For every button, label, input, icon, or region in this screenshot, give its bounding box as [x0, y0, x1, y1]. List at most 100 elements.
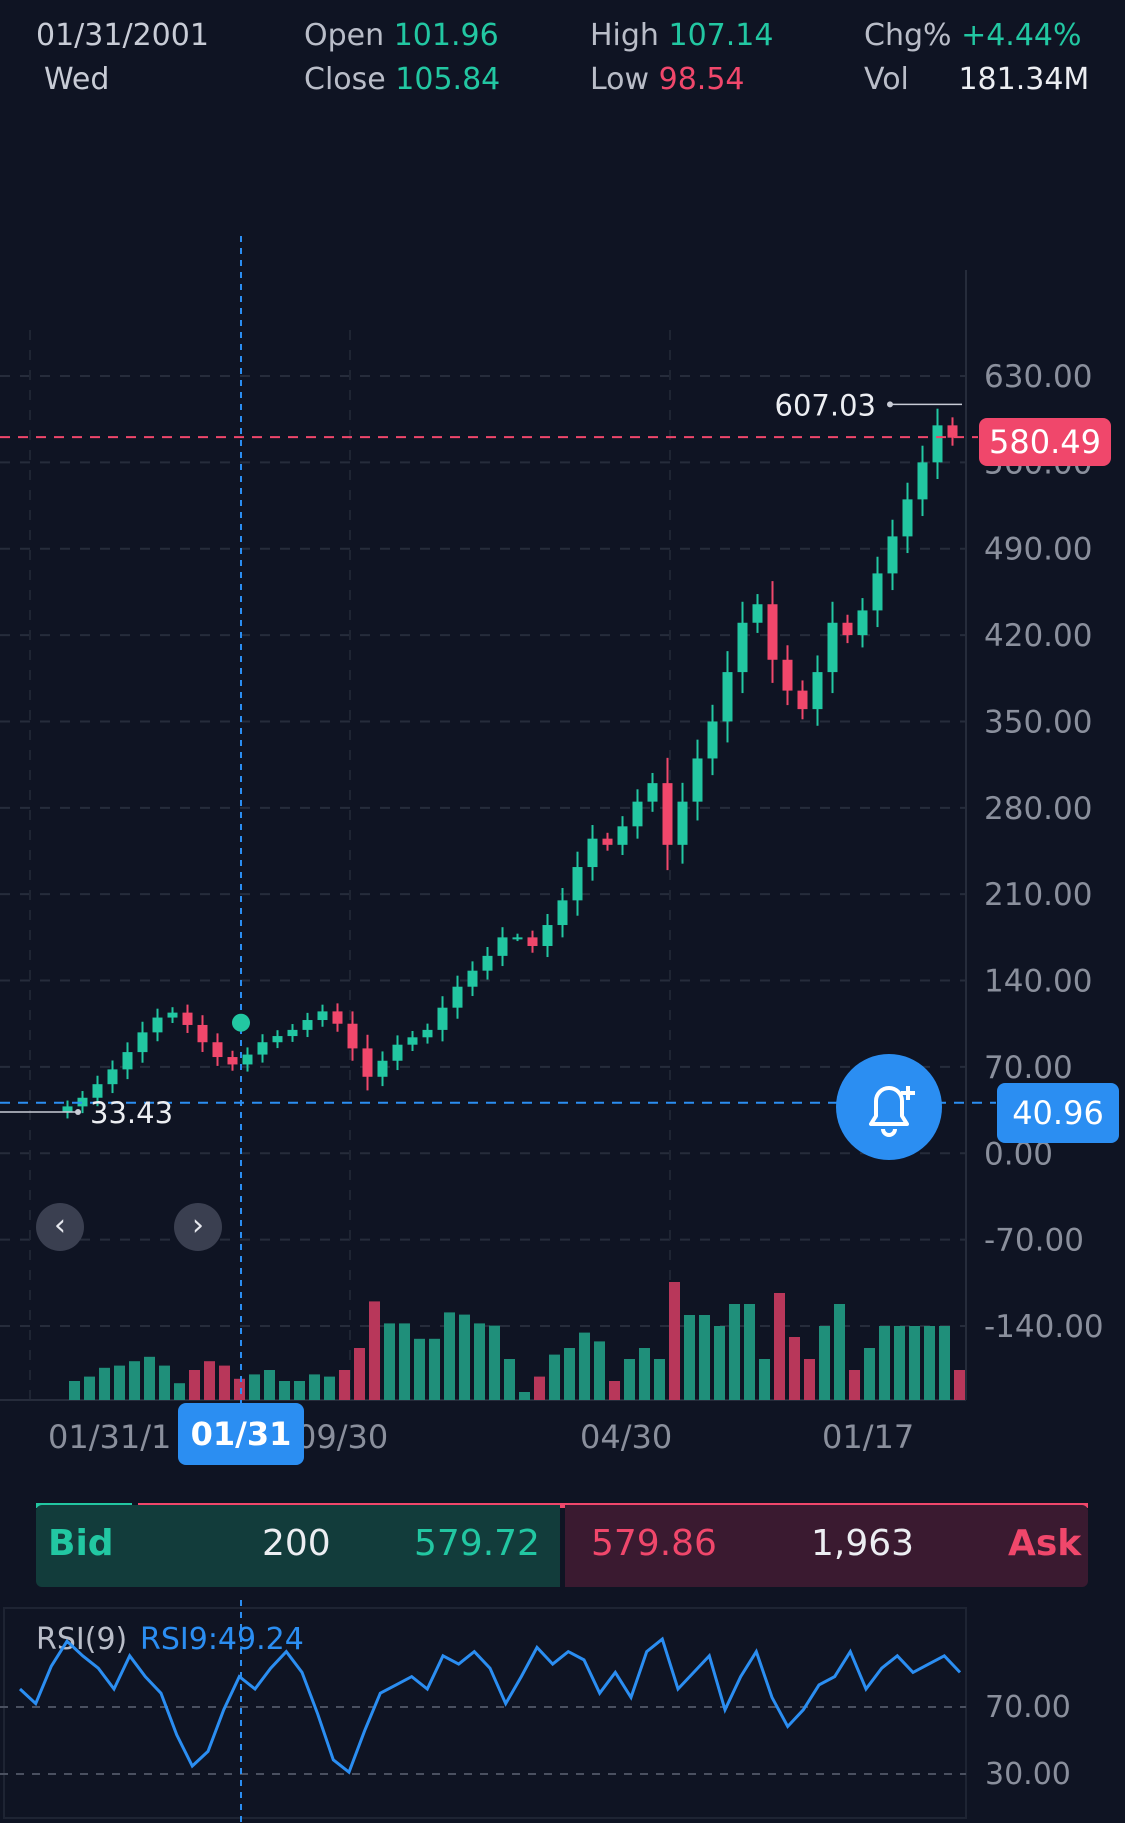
low-stat: Low 98.54: [590, 62, 745, 97]
candle-body: [602, 838, 613, 845]
volume-bar: [324, 1376, 335, 1400]
ask-size: 1,963: [811, 1523, 915, 1564]
volume-bar: [489, 1325, 500, 1400]
close-value: 105.84: [395, 62, 501, 97]
min-price-label: 33.43: [90, 1096, 173, 1130]
scroll-left-button[interactable]: ‹: [36, 1203, 84, 1251]
candle-body: [122, 1052, 133, 1070]
y-tick-label: -140.00: [984, 1309, 1104, 1345]
candle-body: [302, 1020, 313, 1030]
candle-body: [482, 955, 493, 971]
volume-bar: [669, 1282, 680, 1400]
close-stat: Close 105.84: [304, 62, 500, 97]
candle-body: [947, 425, 958, 438]
candle-body: [932, 425, 943, 463]
volume-bar: [834, 1304, 845, 1400]
crosshair-point: [232, 1013, 250, 1032]
rsi-tick-30: 30.00: [985, 1757, 1071, 1792]
chevron-right-icon: ›: [192, 1208, 204, 1243]
volume-bar: [354, 1348, 365, 1400]
volume-bar: [954, 1370, 965, 1400]
volume-bar: [399, 1323, 410, 1400]
volume-bar: [894, 1326, 905, 1400]
high-stat: High 107.14: [590, 18, 773, 53]
candle-body: [137, 1032, 148, 1053]
high-label: High: [590, 18, 659, 53]
rsi-value-label: RSI9:49.24: [140, 1622, 304, 1657]
volume-bar: [879, 1326, 890, 1400]
volume-bar: [414, 1338, 425, 1400]
volume-bar: [204, 1361, 215, 1400]
bid-panel[interactable]: Bid 200 579.72: [36, 1505, 560, 1587]
bid-price: 579.72: [414, 1523, 540, 1564]
candle-body: [197, 1024, 208, 1043]
min-marker-dot: [75, 1109, 81, 1116]
candle-body: [677, 801, 688, 845]
volume-bar: [579, 1332, 590, 1400]
current-price-tag: 580.49: [979, 418, 1111, 466]
bid-label: Bid: [48, 1523, 114, 1564]
candle-body: [467, 970, 478, 987]
volume-bar: [84, 1376, 95, 1400]
volume-bar: [789, 1337, 800, 1400]
candle-body: [227, 1057, 238, 1065]
low-value: 98.54: [658, 62, 745, 97]
scroll-right-button[interactable]: ›: [174, 1203, 222, 1251]
candlesticks: [62, 408, 958, 1119]
volume-bar: [279, 1381, 290, 1400]
volume-bar: [294, 1381, 305, 1400]
candle-body: [287, 1029, 298, 1037]
candle-body: [902, 499, 913, 537]
x-tick-label: 09/30: [296, 1418, 389, 1456]
y-tick-label: 70.00: [984, 1050, 1073, 1086]
x-tick-label: 01/17: [822, 1418, 915, 1456]
change-value: +4.44%: [961, 18, 1082, 53]
x-tick-label: 01/31/1: [48, 1418, 172, 1456]
y-tick-label: -70.00: [984, 1223, 1084, 1259]
vertical-grid-lines: [0, 270, 967, 1401]
volume-bar: [864, 1348, 875, 1400]
change-stat: Chg% +4.44%: [864, 18, 1082, 53]
crosshair-date-tag: 01/31: [178, 1403, 304, 1465]
change-label: Chg%: [864, 18, 952, 53]
volume-bar: [69, 1381, 80, 1400]
open-value: 101.96: [393, 18, 499, 53]
open-label: Open: [304, 18, 385, 53]
candle-body: [872, 573, 883, 611]
candle-body: [152, 1017, 163, 1033]
y-tick-label: 280.00: [984, 791, 1092, 827]
volume-bar: [339, 1370, 350, 1400]
price-chart[interactable]: 630.00560.00490.00420.00350.00280.00210.…: [0, 0, 1125, 1410]
header-weekday: Wed: [44, 62, 110, 97]
volume-bar: [804, 1359, 815, 1400]
y-tick-label: 140.00: [984, 964, 1092, 1000]
volume-bar: [264, 1370, 275, 1400]
candle-body: [752, 604, 763, 623]
volume-bar: [714, 1326, 725, 1400]
candle-body: [362, 1048, 373, 1077]
candle-body: [917, 462, 928, 500]
candle-body: [782, 659, 793, 691]
candle-body: [542, 925, 553, 946]
volume-bar: [939, 1326, 950, 1400]
rsi-chart[interactable]: 70.00 30.00: [0, 1600, 1125, 1823]
candle-body: [92, 1084, 103, 1098]
rsi-panel-border: [3, 1607, 967, 1819]
y-axis-ticks: 630.00560.00490.00420.00350.00280.00210.…: [984, 359, 1104, 1345]
volume-bar: [129, 1361, 140, 1400]
add-alert-button[interactable]: [836, 1054, 942, 1160]
open-stat: Open 101.96: [304, 18, 499, 53]
candle-body: [437, 1007, 448, 1030]
candle-body: [317, 1011, 328, 1021]
volume-bar: [444, 1312, 455, 1400]
ask-panel[interactable]: 579.86 1,963 Ask: [565, 1505, 1088, 1587]
y-tick-label: 350.00: [984, 704, 1092, 740]
candle-body: [332, 1011, 343, 1024]
rsi-tick-70: 70.00: [985, 1690, 1071, 1725]
candle-body: [512, 937, 523, 940]
candle-body: [797, 690, 808, 710]
candle-body: [812, 672, 823, 710]
chart-overlay: 607.03 33.43: [0, 236, 996, 1410]
volume-label: Vol: [864, 62, 909, 97]
volume-bar: [654, 1359, 665, 1400]
